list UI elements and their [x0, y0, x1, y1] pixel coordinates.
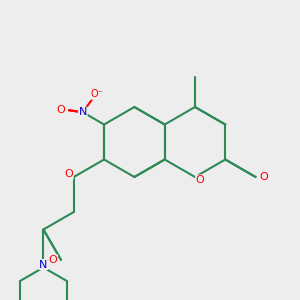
Text: O: O	[49, 255, 57, 265]
Text: N: N	[39, 260, 48, 269]
Text: O: O	[56, 105, 65, 115]
Text: O⁻: O⁻	[91, 89, 103, 99]
Text: O: O	[64, 169, 73, 179]
Text: O: O	[196, 175, 204, 185]
Text: O: O	[259, 172, 268, 182]
Text: N: N	[79, 107, 87, 117]
